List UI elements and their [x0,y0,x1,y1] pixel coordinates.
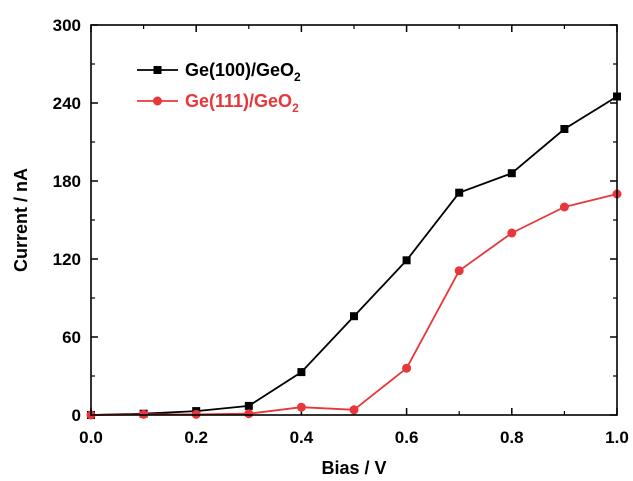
plot-frame [90,24,618,416]
y-tick-label: 0 [72,406,81,425]
data-point [560,125,569,133]
y-axis-title: Current / nA [11,168,31,272]
data-point [297,368,306,377]
y-tick-label: 120 [53,250,81,269]
legend-label-1: Ge(100)/GeO2 [185,60,301,84]
y-tick-label: 300 [53,16,81,35]
data-point [402,256,411,265]
x-tick-label: 0.4 [290,428,314,447]
legend-label-text: Ge(100)/GeO [185,60,294,80]
x-tick-label: 0.0 [79,428,103,447]
data-point [244,401,253,410]
x-tick-labels: 0.0 0.2 0.4 0.6 0.8 1.0 [79,428,629,447]
y-tick-label: 240 [53,94,81,113]
x-tick-label: 0.8 [500,428,524,447]
legend-marker-1 [153,66,162,74]
series-lines [90,95,618,416]
data-point [402,363,412,373]
legend-label-subscript: 2 [292,101,299,115]
legend-marker-2 [153,96,162,106]
legend-label-2: Ge(111)/GeO2 [185,91,299,115]
y-tick-labels: 0 60 120 180 240 300 [53,16,81,425]
x-axis-title: Bias / V [321,458,386,478]
legend-label-subscript: 2 [294,70,301,84]
data-point [244,409,254,419]
data-point [454,266,464,276]
legend-label-text: Ge(111)/GeO [185,91,292,111]
data-point [507,228,517,238]
data-point [350,312,358,321]
data-point [296,402,306,412]
data-point [455,188,464,197]
data-point [559,202,569,212]
y-tick-label: 60 [62,328,81,347]
x-tick-label: 0.6 [395,428,419,447]
data-point [507,169,516,178]
series-markers [86,92,622,420]
x-tick-label: 1.0 [605,428,629,447]
series-line-2 [90,193,618,416]
x-tick-label: 0.2 [184,428,208,447]
series-line-1 [90,95,618,416]
data-point [349,405,359,415]
y-tick-label: 180 [53,172,81,191]
